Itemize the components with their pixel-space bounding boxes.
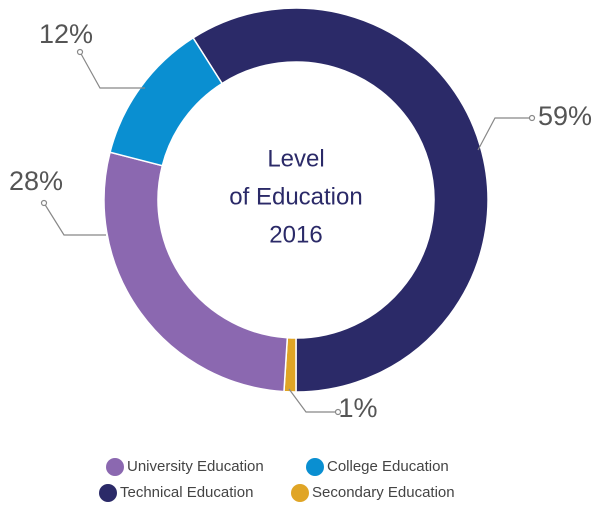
value-label: 28% xyxy=(9,166,63,196)
value-label: 59% xyxy=(538,101,592,131)
legend-swatch xyxy=(106,458,124,476)
leader-line xyxy=(288,388,336,413)
legend-label: Secondary Education xyxy=(312,484,455,501)
leader-line xyxy=(477,117,532,151)
center-title: Level xyxy=(267,145,324,172)
legend-swatch xyxy=(291,484,309,502)
legend-label: College Education xyxy=(327,458,449,475)
leader-line xyxy=(79,51,145,89)
value-label: 12% xyxy=(39,19,93,49)
donut-segment xyxy=(109,36,224,167)
leader-dot xyxy=(334,408,342,416)
donut-segment xyxy=(103,151,289,393)
value-label: 1% xyxy=(338,393,377,423)
legend-label: Technical Education xyxy=(120,484,253,501)
legend-label: University Education xyxy=(127,458,264,475)
legend-swatch xyxy=(99,484,117,502)
leader-dot xyxy=(76,48,84,56)
leader-dot xyxy=(40,199,48,207)
leader-line xyxy=(43,202,106,236)
center-title: 2016 xyxy=(269,221,322,248)
center-title: of Education xyxy=(229,183,362,210)
legend-swatch xyxy=(306,458,324,476)
donut-segment xyxy=(192,7,489,393)
leader-dot xyxy=(528,114,536,122)
